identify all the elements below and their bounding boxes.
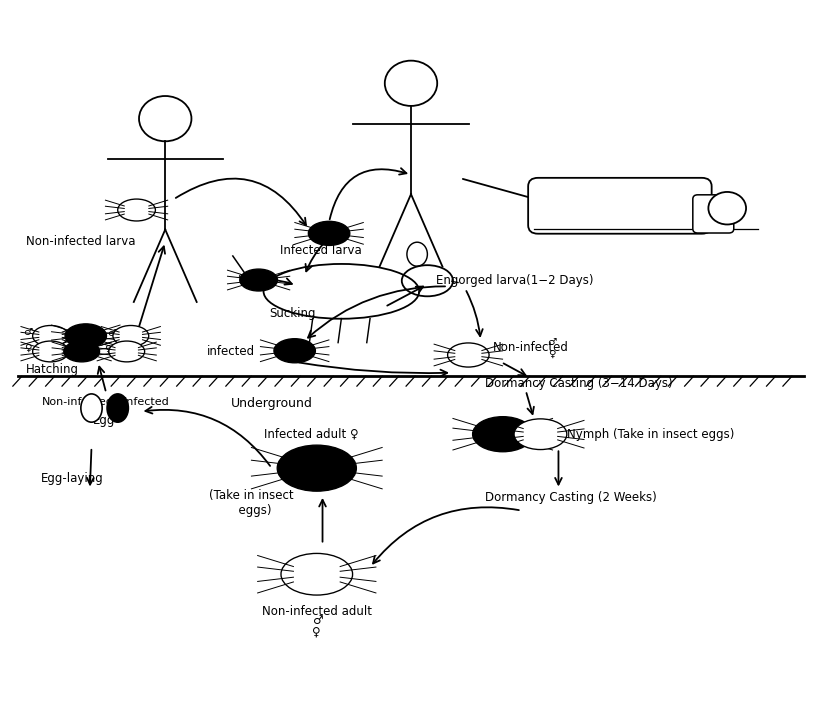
Ellipse shape — [81, 394, 102, 422]
Text: ♀: ♀ — [104, 344, 112, 354]
Ellipse shape — [33, 341, 68, 362]
Ellipse shape — [281, 553, 353, 595]
Text: Hatching: Hatching — [26, 364, 79, 376]
Ellipse shape — [64, 341, 99, 362]
Ellipse shape — [33, 325, 68, 346]
Text: ♀: ♀ — [479, 426, 487, 436]
Text: Non-infected larva: Non-infected larva — [26, 235, 136, 248]
Ellipse shape — [118, 199, 155, 221]
Ellipse shape — [113, 325, 149, 346]
Circle shape — [709, 192, 746, 224]
Text: ♂: ♂ — [312, 613, 322, 627]
Text: ♀: ♀ — [307, 230, 315, 240]
Ellipse shape — [240, 269, 278, 291]
Text: Nymph (Take in insect eggs): Nymph (Take in insect eggs) — [566, 427, 734, 441]
Text: (Take in insect
  eggs): (Take in insect eggs) — [209, 489, 293, 518]
Text: ♂: ♂ — [23, 327, 32, 337]
Text: Non-infected: Non-infected — [43, 397, 114, 407]
Ellipse shape — [448, 343, 489, 367]
Text: Infected: Infected — [124, 397, 170, 407]
Text: Sucking: Sucking — [269, 307, 316, 320]
Text: ♀: ♀ — [312, 625, 321, 638]
Text: Egg: Egg — [93, 413, 115, 427]
Ellipse shape — [473, 417, 533, 452]
Text: ♀: ♀ — [273, 344, 280, 354]
Ellipse shape — [308, 222, 350, 246]
Text: ♀: ♀ — [238, 273, 245, 283]
FancyBboxPatch shape — [529, 178, 712, 234]
Text: Infected adult ♀: Infected adult ♀ — [264, 427, 358, 441]
Ellipse shape — [274, 339, 316, 363]
Ellipse shape — [65, 324, 107, 348]
Ellipse shape — [514, 419, 567, 449]
Text: Infected larva: Infected larva — [280, 244, 362, 257]
Text: Non-infected: Non-infected — [493, 342, 569, 354]
Text: ♀: ♀ — [24, 343, 31, 353]
Text: Underground: Underground — [231, 398, 312, 410]
Ellipse shape — [277, 445, 357, 491]
Text: ♂: ♂ — [108, 328, 117, 338]
Text: ♂: ♂ — [547, 337, 556, 347]
Text: Non-infected adult: Non-infected adult — [261, 604, 372, 618]
Text: Dormancy Casting (2 Weeks): Dormancy Casting (2 Weeks) — [485, 491, 657, 504]
Text: ♀: ♀ — [548, 349, 556, 359]
Text: Engorged larva(1−2 Days): Engorged larva(1−2 Days) — [436, 274, 593, 288]
Text: Dormancy Casting (3−14 Days): Dormancy Casting (3−14 Days) — [485, 377, 672, 390]
FancyBboxPatch shape — [693, 195, 734, 233]
Text: infected: infected — [207, 345, 256, 358]
Ellipse shape — [107, 394, 128, 422]
Text: Egg-laying: Egg-laying — [41, 472, 104, 485]
Ellipse shape — [109, 341, 145, 362]
